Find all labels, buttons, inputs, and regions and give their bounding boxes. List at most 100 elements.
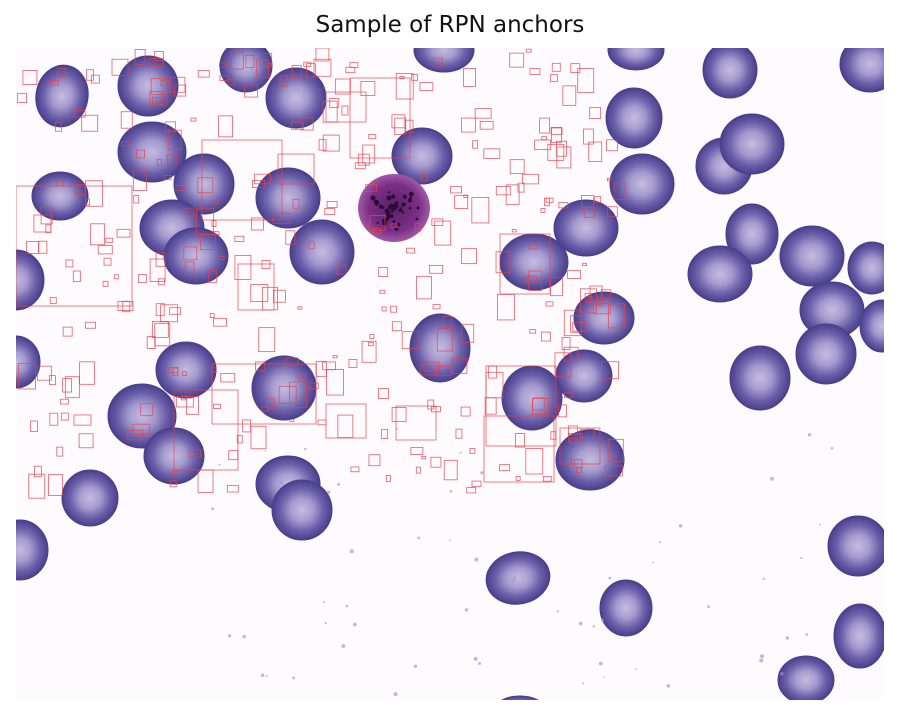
rpn-anchor-box bbox=[28, 473, 46, 499]
red-blood-cell bbox=[687, 245, 753, 303]
red-blood-cell bbox=[859, 299, 884, 353]
rpn-anchor-box bbox=[65, 259, 74, 268]
platelet-speck bbox=[417, 536, 421, 540]
rpn-anchor-box bbox=[36, 365, 52, 381]
rpn-anchor-box bbox=[228, 450, 239, 461]
rpn-anchor-box bbox=[234, 235, 245, 243]
rpn-anchor-box bbox=[175, 396, 194, 408]
wbc-granule bbox=[398, 208, 403, 213]
red-blood-cell bbox=[719, 113, 785, 175]
rpn-anchor-box bbox=[483, 148, 501, 159]
wbc-granule bbox=[391, 205, 397, 211]
red-blood-cell bbox=[16, 249, 45, 311]
rpn-anchor-box bbox=[163, 175, 172, 181]
platelet-speck bbox=[218, 463, 221, 466]
red-blood-cell bbox=[31, 171, 89, 221]
red-blood-cell bbox=[16, 335, 41, 389]
rpn-anchor-box bbox=[197, 70, 210, 78]
red-blood-cell bbox=[605, 87, 663, 149]
platelet-speck bbox=[666, 684, 671, 688]
rpn-anchor-box bbox=[45, 224, 52, 233]
rpn-anchor-box bbox=[136, 149, 145, 159]
rpn-anchor-box bbox=[349, 77, 411, 159]
platelet-speck bbox=[322, 601, 325, 604]
rpn-anchor-box bbox=[292, 198, 300, 209]
red-blood-cell bbox=[289, 219, 355, 285]
rpn-anchor-box bbox=[146, 336, 156, 349]
rpn-anchor-box bbox=[211, 220, 217, 228]
wbc-granule bbox=[384, 208, 390, 214]
red-blood-cell bbox=[117, 121, 187, 183]
platelet-speck bbox=[393, 692, 398, 697]
rpn-anchor-box bbox=[529, 329, 537, 334]
rpn-anchor-box bbox=[174, 84, 187, 97]
rpn-anchor-box bbox=[579, 428, 595, 438]
rpn-anchor-box bbox=[33, 214, 52, 233]
wbc-granule bbox=[378, 204, 384, 209]
rpn-anchor-box bbox=[600, 289, 611, 300]
rpn-anchor-box bbox=[168, 367, 179, 374]
rpn-anchor-box bbox=[381, 429, 389, 439]
rpn-anchor-box bbox=[181, 395, 186, 401]
wbc-granule bbox=[370, 195, 376, 201]
rpn-anchor-box bbox=[549, 74, 558, 83]
rpn-anchor-box bbox=[598, 300, 605, 307]
rpn-anchor-box bbox=[272, 212, 291, 224]
rpn-anchor-box bbox=[517, 182, 525, 193]
red-blood-cell bbox=[573, 291, 635, 345]
rpn-anchor-box bbox=[395, 405, 437, 441]
rpn-anchor-box bbox=[48, 474, 63, 496]
platelet-speck bbox=[819, 523, 821, 526]
platelet-speck bbox=[707, 605, 711, 609]
rpn-anchor-box bbox=[279, 75, 288, 87]
rpn-anchor-box bbox=[350, 466, 360, 473]
rpn-anchor-box bbox=[30, 420, 38, 432]
red-blood-cell bbox=[555, 429, 625, 491]
rpn-anchor-box bbox=[601, 361, 619, 380]
rpn-anchor-box bbox=[545, 301, 554, 307]
wbc-granule bbox=[394, 227, 398, 230]
rpn-anchor-box bbox=[197, 177, 214, 194]
anchor-layer bbox=[16, 48, 626, 499]
platelet-speck bbox=[592, 625, 595, 628]
rpn-anchor-box bbox=[485, 365, 557, 447]
rpn-anchor-box bbox=[165, 121, 176, 133]
rpn-anchor-box bbox=[554, 352, 572, 378]
rpn-anchor-box bbox=[345, 66, 356, 74]
platelet-speck bbox=[511, 579, 515, 583]
rpn-anchor-box bbox=[126, 429, 144, 441]
red-blood-cell bbox=[163, 227, 229, 285]
rpn-anchor-box bbox=[313, 58, 332, 77]
rpn-anchor-box bbox=[427, 399, 435, 410]
rpn-anchor-box bbox=[56, 179, 64, 187]
platelet-speck bbox=[659, 541, 662, 544]
rpn-anchor-box bbox=[154, 322, 171, 347]
rpn-anchor-box bbox=[245, 55, 255, 68]
rpn-anchor-box bbox=[315, 48, 330, 62]
platelet-speck bbox=[762, 577, 765, 581]
platelet-speck bbox=[480, 471, 484, 475]
rpn-anchor-box bbox=[443, 459, 458, 481]
platelet-speck bbox=[760, 654, 765, 659]
rpn-anchor-box bbox=[297, 373, 307, 380]
rpn-anchor-box bbox=[606, 206, 618, 218]
rpn-anchor-box bbox=[423, 361, 440, 372]
platelet-speck bbox=[512, 576, 517, 581]
rpn-anchor-box bbox=[488, 365, 498, 379]
platelet-speck bbox=[807, 433, 812, 437]
rpn-anchor-box bbox=[278, 385, 297, 404]
rpn-anchor-box bbox=[509, 52, 525, 68]
wbc-granule bbox=[391, 194, 396, 199]
rpn-anchor-box bbox=[348, 359, 358, 368]
platelet-speck bbox=[337, 482, 341, 486]
rpn-anchor-box bbox=[74, 183, 86, 195]
platelet-speck bbox=[608, 576, 612, 580]
platelet-speck bbox=[265, 675, 268, 678]
rpn-anchor-box bbox=[539, 117, 551, 134]
rpn-anchor-box bbox=[550, 431, 557, 440]
red-blood-cell bbox=[599, 579, 653, 637]
rpn-anchor-box bbox=[208, 269, 218, 283]
rpn-anchor-box bbox=[515, 433, 525, 448]
rpn-anchor-box bbox=[354, 162, 366, 170]
rpn-anchor-box bbox=[234, 254, 252, 280]
